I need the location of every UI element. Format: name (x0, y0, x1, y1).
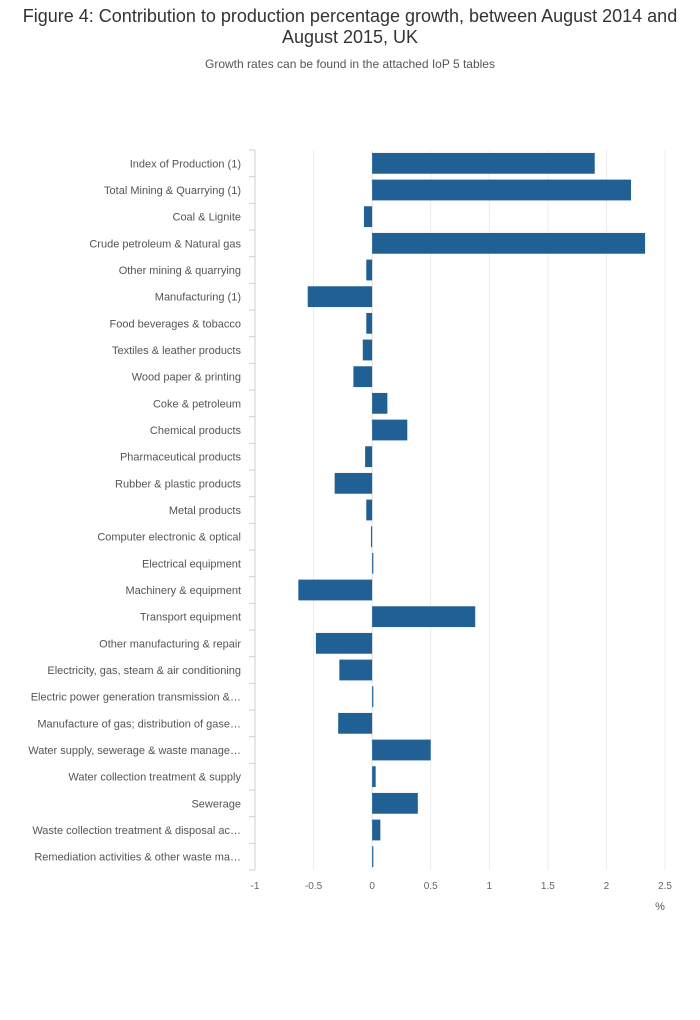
bar (366, 259, 373, 281)
category-label: Coke & petroleum (153, 398, 241, 410)
bar (366, 312, 373, 334)
chart-subtitle: Growth rates can be found in the attache… (205, 57, 495, 71)
bar (372, 232, 646, 254)
category-label: Total Mining & Quarrying (1) (104, 185, 241, 197)
x-tick-label: 1 (487, 881, 493, 892)
category-label: Other manufacturing & repair (99, 638, 241, 650)
bar (362, 339, 373, 361)
category-label: Sewerage (191, 798, 241, 810)
bar (372, 552, 374, 574)
category-label: Computer electronic & optical (97, 532, 241, 544)
category-label: Food beverages & tobacco (110, 318, 241, 330)
bar (372, 686, 374, 708)
bar (315, 632, 373, 654)
bar (339, 659, 373, 681)
bar (334, 472, 373, 494)
bar (372, 606, 476, 628)
x-tick-label: -1 (251, 881, 260, 892)
bar (372, 819, 381, 841)
x-tick-label: 0 (369, 881, 375, 892)
category-label: Remediation activities & other waste ma… (34, 852, 241, 864)
category-label: Machinery & equipment (125, 585, 241, 597)
category-label: Electric power generation transmission &… (31, 692, 241, 704)
bar (370, 526, 373, 548)
bar (307, 286, 373, 308)
category-label: Rubber & plastic products (115, 478, 241, 490)
category-label: Waste collection treatment & disposal ac… (32, 825, 241, 837)
bar (363, 206, 373, 228)
bar (372, 179, 632, 201)
category-label: Chemical products (150, 425, 242, 437)
category-label: Metal products (169, 505, 242, 517)
bars (298, 152, 646, 868)
category-label: Manufacture of gas; distribution of gase… (37, 718, 241, 730)
x-tick-label: 1.5 (541, 881, 555, 892)
x-tick-label: 0.5 (424, 881, 438, 892)
bar (353, 366, 373, 388)
bar (372, 766, 376, 788)
category-label: Crude petroleum & Natural gas (89, 238, 241, 250)
x-tick-label: 2 (604, 881, 610, 892)
gridlines (254, 150, 666, 870)
category-axis: Index of Production (1) Total Mining & Qu… (28, 149, 256, 871)
category-label: Other mining & quarrying (119, 265, 241, 277)
bar (338, 712, 373, 734)
category-label: Pharmaceutical products (120, 452, 242, 464)
category-label: Manufacturing (1) (155, 292, 241, 304)
bar (366, 499, 373, 521)
bar (372, 846, 374, 868)
bar (372, 392, 388, 414)
category-label: Electrical equipment (142, 558, 241, 570)
bar (372, 792, 418, 814)
category-label: Electricity, gas, steam & air conditioni… (47, 665, 241, 677)
category-label: Water collection treatment & supply (68, 772, 241, 784)
category-label: Water supply, sewerage & waste manage… (28, 745, 241, 757)
bar (372, 739, 431, 761)
bar (365, 446, 373, 468)
bar (372, 419, 408, 441)
x-axis-ticks: -1 -0.5 0 0.5 1 1.5 2 2.5 (251, 881, 673, 892)
category-label: Coal & Lignite (173, 212, 242, 224)
category-label: Wood paper & printing (132, 372, 241, 384)
x-axis-unit-label: % (655, 901, 665, 913)
category-label: Textiles & leather products (112, 345, 242, 357)
bar (372, 152, 595, 174)
category-label: Index of Production (1) (130, 158, 241, 170)
chart-title: Figure 4: Contribution to production per… (22, 6, 678, 47)
x-tick-label: -0.5 (305, 881, 323, 892)
x-tick-label: 2.5 (658, 881, 672, 892)
category-label: Transport equipment (140, 612, 241, 624)
bar (298, 579, 373, 601)
